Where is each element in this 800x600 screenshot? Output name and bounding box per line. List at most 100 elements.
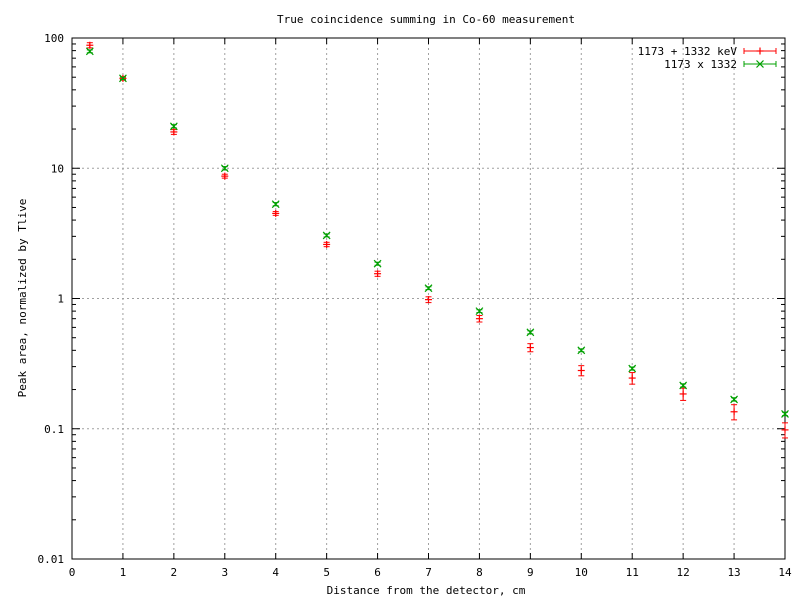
series-2-point (475, 307, 484, 316)
point-marker (221, 172, 229, 180)
x-tick-label: 8 (476, 566, 483, 579)
x-tick-label: 3 (221, 566, 228, 579)
point-marker (526, 328, 535, 337)
chart-title: True coincidence summing in Co-60 measur… (277, 13, 575, 26)
x-tick-label: 10 (575, 566, 588, 579)
series-2-point (373, 259, 382, 268)
x-tick-label: 9 (527, 566, 534, 579)
series-2-point (119, 74, 127, 83)
y-tick-label: 0.1 (44, 423, 64, 436)
marker-stroke (756, 60, 764, 68)
point-marker (86, 41, 94, 49)
marker-stroke (424, 284, 433, 293)
marker-stroke (373, 259, 382, 268)
point-marker (170, 128, 178, 136)
point-marker (781, 409, 789, 418)
y-tick-label: 100 (44, 32, 64, 45)
point-marker (475, 307, 484, 316)
series-1-point (374, 270, 382, 278)
x-tick-label: 4 (272, 566, 279, 579)
series-1-point (526, 343, 534, 353)
marker-stroke (322, 231, 331, 240)
series-2-point (628, 364, 637, 373)
point-marker (323, 240, 331, 248)
y-tick-label: 1 (57, 293, 64, 306)
point-marker (119, 74, 127, 83)
marker-stroke (526, 328, 535, 337)
x-tick-label: 14 (778, 566, 792, 579)
series-1-point (221, 172, 229, 180)
series-2-point (730, 395, 738, 404)
point-marker (577, 367, 585, 375)
point-marker (272, 209, 280, 217)
point-marker (85, 47, 94, 56)
series-1-point (781, 422, 789, 439)
series-2-point (322, 231, 331, 240)
marker-stroke (475, 307, 484, 316)
point-marker (730, 395, 738, 404)
point-marker (526, 344, 534, 352)
x-tick-label: 2 (171, 566, 178, 579)
series-1-point (577, 365, 585, 377)
legend-marker (756, 60, 764, 68)
point-marker (475, 315, 483, 323)
series-1-point (628, 372, 636, 385)
marker-stroke (271, 200, 280, 209)
x-tick-label: 5 (323, 566, 330, 579)
point-marker (271, 200, 280, 209)
series-1-point (730, 404, 738, 421)
point-marker (679, 390, 687, 398)
point-marker (628, 364, 637, 373)
point-marker (169, 122, 178, 131)
point-marker (322, 231, 331, 240)
marker-stroke (730, 395, 738, 404)
series-1-point (425, 296, 432, 304)
point-marker (374, 270, 382, 278)
series-1-point (323, 240, 331, 248)
marker-stroke (220, 164, 229, 173)
point-marker (425, 296, 432, 304)
marker-stroke (577, 346, 586, 355)
data-marks (85, 41, 789, 439)
series-1-point (475, 315, 483, 323)
series-2-point (781, 409, 789, 418)
series-2-point (424, 284, 433, 293)
x-tick-label: 0 (69, 566, 76, 579)
series-2-point (526, 328, 535, 337)
legend-marker (756, 47, 764, 55)
series-1-point (170, 128, 178, 136)
y-tick-label: 10 (51, 162, 64, 175)
point-marker (679, 381, 688, 390)
point-marker (220, 164, 229, 173)
series-2-point (577, 346, 586, 355)
series-2-point (85, 47, 94, 56)
legend-label: 1173 x 1332 (664, 58, 737, 71)
series-2-point (271, 200, 280, 209)
series-1-point (679, 387, 687, 401)
marker-stroke (679, 381, 688, 390)
marker-stroke (85, 47, 94, 56)
x-tick-label: 12 (677, 566, 690, 579)
point-marker (730, 408, 738, 416)
y-axis-label: Peak area, normalized by Tlive (16, 199, 29, 398)
series-2-point (679, 381, 688, 390)
x-tick-label: 11 (626, 566, 639, 579)
point-marker (628, 374, 636, 382)
y-tick-label: 0.01 (38, 553, 65, 566)
legend-label: 1173 + 1332 keV (638, 45, 738, 58)
marker-stroke (119, 74, 127, 83)
point-marker (781, 426, 789, 434)
series-2-point (220, 164, 229, 173)
x-tick-label: 1 (120, 566, 127, 579)
x-tick-label: 13 (727, 566, 740, 579)
point-marker (424, 284, 433, 293)
x-tick-label: 6 (374, 566, 381, 579)
series-1-point (86, 41, 94, 49)
marker-stroke (169, 122, 178, 131)
point-marker (577, 346, 586, 355)
series-1-point (272, 209, 280, 217)
series-2-point (169, 122, 178, 131)
